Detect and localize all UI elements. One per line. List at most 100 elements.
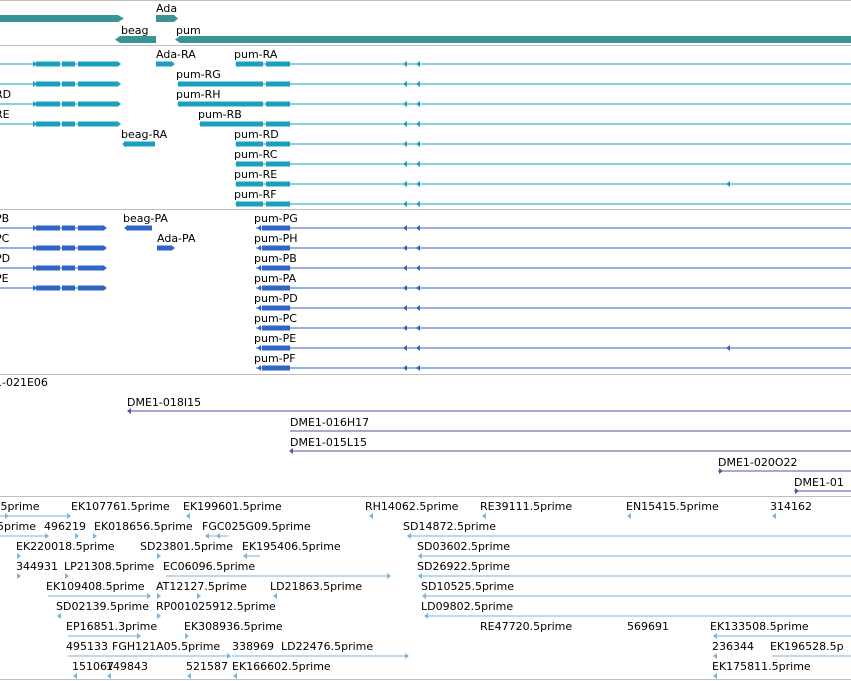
strand-arrow-right <box>103 245 107 251</box>
transcript-track[interactable]: RD RE Ada-RA pum-RA pum-RG pum-RH pum-RB beag-R… <box>0 48 851 207</box>
exon-block <box>78 285 104 291</box>
exon-block <box>36 265 60 271</box>
exon-block <box>78 121 118 127</box>
strand-arrow-right <box>185 633 189 639</box>
feature-label: pum-PE <box>254 332 296 345</box>
feature-label: SD03602.5prime <box>417 540 510 553</box>
exon-block <box>63 101 75 107</box>
strand-arrow-right <box>118 15 124 22</box>
feature-label: 236344 <box>712 640 754 653</box>
strand-arrow-left <box>726 181 730 187</box>
clone-track[interactable]: 1-021E06 DME1-018I15 DME1-016H17 DME1-015L1… <box>0 376 851 494</box>
strand-arrow-left <box>418 553 422 559</box>
feature-label: pum-PC <box>254 312 297 325</box>
strand-arrow-right <box>157 553 161 559</box>
feature-label: 521587 <box>186 660 228 673</box>
exon-block <box>78 61 118 67</box>
strand-arrow-left <box>289 448 293 454</box>
strand-arrow-left <box>177 101 181 107</box>
feature-label: RP001025912.5prime <box>156 600 276 613</box>
exon-block <box>36 245 60 251</box>
feature-label: DME1-018I15 <box>127 396 201 409</box>
feature-label: EN15415.5prime <box>626 500 719 513</box>
strand-arrow-left <box>482 513 486 519</box>
strand-arrow-left <box>416 305 420 311</box>
strand-arrow-left <box>713 653 717 659</box>
exon-block <box>78 81 118 87</box>
protein-track[interactable]: PB PC PD PE beag-PA Ada-PA pum-PG pum-PH pum-PB p… <box>0 212 851 371</box>
strand-arrow-right <box>62 225 66 231</box>
strand-arrow-left <box>273 593 277 599</box>
strand-arrow-left <box>257 305 261 311</box>
feature-label: pum-RA <box>234 48 278 61</box>
exon-block <box>262 265 290 271</box>
strand-arrow-right <box>62 101 66 107</box>
gene-bar <box>180 36 851 43</box>
strand-arrow-right <box>719 468 723 474</box>
exon-block <box>157 245 172 251</box>
exon-block <box>156 61 172 67</box>
strand-arrow-left <box>403 161 407 167</box>
exon-block <box>266 61 290 67</box>
strand-arrow-left <box>257 225 261 231</box>
exon-block <box>262 365 290 371</box>
strand-arrow-left <box>243 553 247 559</box>
feature-label: 1-021E06 <box>0 376 48 389</box>
exon-block <box>266 81 290 87</box>
strand-arrow-left <box>403 225 407 231</box>
feature-label: EK018656.5prime <box>94 520 193 533</box>
feature-label: pum <box>176 24 201 37</box>
strand-arrow-left <box>416 325 420 331</box>
feature-label: EK220018.5prime <box>16 540 115 553</box>
feature-label: pum-RE <box>234 168 277 181</box>
exon-block <box>63 61 75 67</box>
strand-arrow-right <box>17 573 21 579</box>
strand-arrow-left <box>257 365 261 371</box>
exon-block <box>236 141 263 147</box>
feature-label: pum-PB <box>254 252 297 265</box>
strand-arrow-left <box>257 345 261 351</box>
strand-arrow-left <box>257 285 261 291</box>
est-track[interactable]: .5prime EK107761.5prime EK199601.5prime RH1… <box>0 500 851 679</box>
strand-arrow-right <box>117 81 121 87</box>
strand-arrow-right <box>93 533 97 539</box>
strand-arrow-left <box>235 201 239 207</box>
strand-arrow-right <box>62 121 66 127</box>
feature-label: FGH121A05.5prime <box>112 640 220 653</box>
exon-block <box>236 161 263 167</box>
strand-arrow-left <box>713 673 717 679</box>
strand-arrow-left <box>177 81 181 87</box>
exon-block <box>266 141 290 147</box>
strand-arrow-right <box>45 533 49 539</box>
feature-label: LD21863.5prime <box>270 580 362 593</box>
strand-arrow-right <box>17 553 21 559</box>
feature-label: pum-RG <box>176 68 221 81</box>
feature-label: 314162 <box>770 500 812 513</box>
feature-label: pum-PG <box>254 212 298 225</box>
strand-arrow-left <box>199 121 203 127</box>
gene-bar <box>156 15 174 22</box>
feature-label: pum-RH <box>176 88 221 101</box>
feature-label: EK308936.5prime <box>184 620 283 633</box>
exon-block <box>63 265 75 271</box>
strand-arrow-right <box>103 265 107 271</box>
exon-block <box>78 245 104 251</box>
strand-arrow-left <box>403 181 407 187</box>
strand-arrow-left <box>416 141 420 147</box>
exon-block <box>63 121 75 127</box>
feature-label: pum-PA <box>254 272 297 285</box>
feature-label: 338969 <box>232 640 274 653</box>
exon-block <box>36 61 60 67</box>
strand-arrow-right <box>62 245 66 251</box>
strand-arrow-left <box>416 81 420 87</box>
feature-label: .5prime <box>0 500 40 513</box>
strand-arrow-right <box>227 653 231 659</box>
strand-arrow-left <box>235 161 239 167</box>
feature-label: LD22476.5prime <box>281 640 373 653</box>
feature-label: AT12127.5prime <box>156 580 247 593</box>
strand-arrow-left <box>403 81 407 87</box>
strand-arrow-right <box>103 225 107 231</box>
